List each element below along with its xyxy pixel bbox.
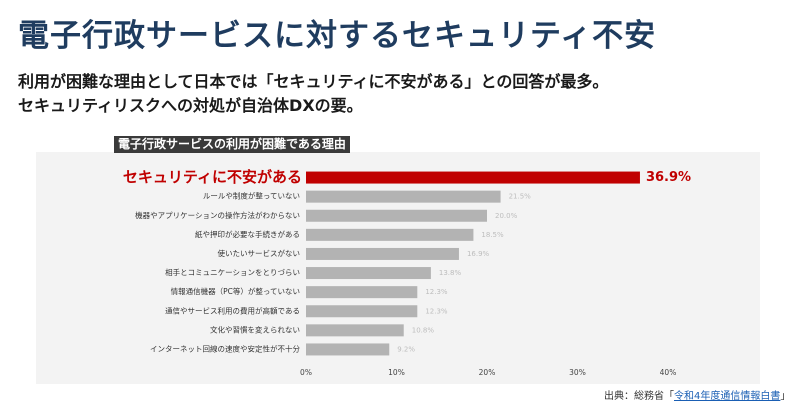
source-suffix: 」 [780, 391, 791, 402]
category-label: 紙や押印が必要な手続きがある [195, 229, 300, 239]
value-label: 9.2% [397, 345, 415, 353]
x-tick-label: 20% [479, 368, 496, 377]
value-label: 12.3% [425, 288, 448, 296]
bar [306, 209, 487, 222]
bar [306, 190, 501, 203]
category-label: 使いたいサービスがない [218, 248, 301, 258]
value-label: 13.8% [439, 269, 462, 277]
value-label: 21.5% [509, 193, 532, 201]
bar [306, 267, 431, 280]
bar [306, 247, 459, 260]
value-label: 16.9% [467, 250, 490, 258]
bar [306, 228, 474, 241]
x-tick-label: 0% [300, 368, 312, 377]
source-link[interactable]: 令和4年度通信情報白書 [674, 391, 781, 402]
bar [306, 286, 418, 299]
category-label: 通信やサービス利用の費用が高額である [165, 305, 300, 315]
value-label: 12.3% [425, 307, 448, 315]
category-label: インターネット回線の速度や安定性が不十分 [150, 343, 300, 353]
source-citation: 出典：総務省「令和4年度通信情報白書」 [604, 387, 790, 402]
page-title: 電子行政サービスに対するセキュリティ不安 [18, 18, 657, 54]
subtitle-line-2: セキュリティリスクへの対処が自治体DXの要。 [18, 96, 363, 115]
category-label: 情報通信機器（PC等）が整っていない [171, 286, 300, 296]
category-label-highlight: セキュリティに不安がある [123, 168, 302, 186]
bar [306, 324, 404, 337]
x-tick-label: 10% [388, 368, 405, 377]
category-label: ルールや制度が整っていない [203, 191, 300, 201]
subtitle-line-1: 利用が困難な理由として日本では「セキュリティに不安がある」との回答が最多。 [18, 72, 609, 91]
value-label: 18.5% [481, 231, 504, 239]
x-tick-label: 30% [569, 368, 586, 377]
chart-title: 電子行政サービスの利用が困難である理由 [114, 136, 350, 153]
bar [306, 343, 390, 356]
category-label: 文化や習慣を変えられない [210, 324, 300, 334]
value-label: 20.0% [495, 212, 518, 220]
category-label: 相手とコミュニケーションをとりづらい [165, 267, 300, 277]
category-label: 機器やアプリケーションの操作方法がわからない [135, 210, 300, 220]
bar-highlight [306, 171, 640, 184]
source-prefix: 出典：総務省「 [604, 391, 674, 402]
value-label-highlight: 36.9% [646, 170, 691, 185]
bar [306, 305, 418, 318]
value-label: 10.8% [412, 326, 435, 334]
x-tick-label: 40% [660, 368, 677, 377]
